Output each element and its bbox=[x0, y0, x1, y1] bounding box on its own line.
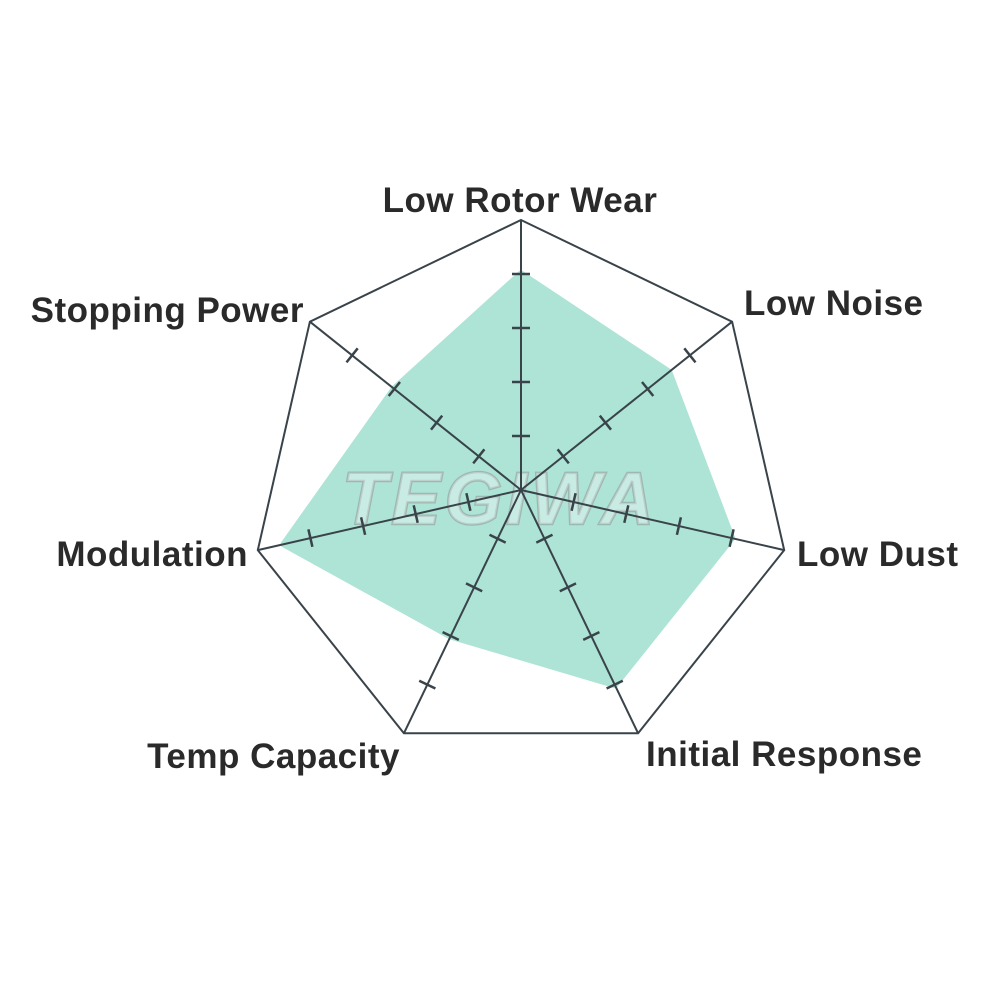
axis-tick bbox=[465, 492, 472, 512]
axis-tick bbox=[307, 529, 314, 548]
axis-tick bbox=[345, 347, 359, 364]
axis-tick bbox=[559, 582, 577, 593]
axis-grid bbox=[256, 218, 786, 735]
axis-label-low-noise: Low Noise bbox=[744, 284, 924, 323]
axis-tick bbox=[582, 630, 600, 642]
axis-label-modulation: Modulation bbox=[56, 535, 248, 574]
axis-label-initial-response: Initial Response bbox=[646, 735, 922, 774]
axis-spokes bbox=[257, 220, 785, 734]
axis-tick bbox=[418, 679, 436, 690]
axis-tick bbox=[387, 381, 401, 397]
axis-label-low-dust: Low Dust bbox=[797, 535, 958, 574]
axis-label-low-rotor-wear: Low Rotor Wear bbox=[383, 181, 658, 220]
axis-tick bbox=[728, 529, 735, 548]
axis-spoke bbox=[402, 489, 522, 734]
axis-label-temp-capacity: Temp Capacity bbox=[147, 737, 400, 776]
axis-tick bbox=[570, 492, 577, 512]
axis-tick bbox=[488, 533, 507, 544]
axis-ticks bbox=[307, 272, 735, 690]
chart-outline bbox=[256, 218, 786, 735]
axis-tick bbox=[556, 448, 570, 465]
axis-tick bbox=[641, 381, 655, 397]
axis-tick bbox=[683, 347, 697, 364]
axis-spoke bbox=[309, 320, 522, 491]
axis-tick bbox=[465, 582, 483, 593]
axis-tick bbox=[412, 505, 419, 524]
axis-spoke bbox=[520, 489, 640, 734]
axis-spoke bbox=[520, 489, 785, 552]
axis-label-stopping-power: Stopping Power bbox=[31, 291, 304, 330]
axis-spoke bbox=[257, 489, 522, 552]
axis-tick bbox=[598, 414, 612, 431]
axis-tick bbox=[430, 414, 444, 431]
axis-spoke bbox=[520, 320, 733, 491]
axis-tick bbox=[675, 517, 683, 536]
axis-tick bbox=[442, 630, 460, 642]
axis-tick bbox=[472, 448, 486, 465]
axis-tick bbox=[535, 533, 554, 544]
axis-tick bbox=[606, 679, 624, 690]
watermark-logo: TEGIWA bbox=[342, 457, 658, 540]
axis-labels: Low Rotor Wear Low Noise Low Dust Initia… bbox=[31, 181, 958, 776]
axis-tick bbox=[623, 505, 630, 524]
axis-tick bbox=[359, 517, 367, 536]
